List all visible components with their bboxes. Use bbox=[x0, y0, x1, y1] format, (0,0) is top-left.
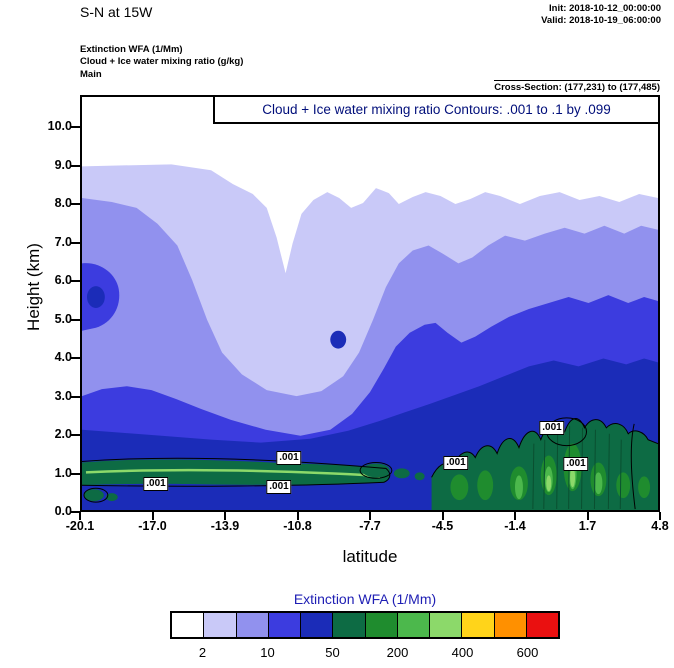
contour-label: .001 bbox=[443, 456, 469, 470]
y-tick-label: 1.0 bbox=[54, 465, 72, 480]
init-text: Init: 2018-10-12_00:00:00 bbox=[549, 3, 661, 14]
field-info-block: Extinction WFA (1/Mm) Cloud + Ice water … bbox=[80, 44, 243, 81]
contour-field bbox=[82, 97, 658, 510]
colorbar-cell bbox=[172, 613, 204, 637]
field-line-mixing-ratio: Cloud + Ice water mixing ratio (g/kg) bbox=[80, 56, 244, 68]
y-tick-label: 9.0 bbox=[54, 157, 72, 172]
field-line-domain: Main bbox=[80, 68, 102, 80]
x-axis-title: latitude bbox=[342, 547, 398, 566]
x-tick-label: -17.0 bbox=[138, 519, 167, 533]
x-tick-label: -4.5 bbox=[431, 519, 454, 533]
x-tick-label: -13.9 bbox=[210, 519, 240, 533]
colorbar-tick-label: 10 bbox=[260, 645, 275, 660]
y-tick-mark bbox=[71, 318, 80, 321]
colorbar-cell bbox=[364, 613, 397, 637]
y-tick-label: 2.0 bbox=[54, 427, 72, 441]
y-axis-title: Height (km) bbox=[24, 243, 43, 331]
x-tick-label: -1.4 bbox=[504, 519, 526, 533]
x-tick-mark bbox=[586, 512, 589, 520]
x-tick-mark bbox=[369, 512, 371, 520]
y-tick-mark bbox=[71, 434, 80, 436]
colorbar-cell bbox=[235, 613, 268, 637]
colorbar-cell bbox=[493, 613, 526, 637]
cross-section-label: Cross-Section: (177,231) to (177,485) bbox=[494, 80, 660, 93]
y-tick-mark bbox=[71, 280, 80, 282]
contour-label: .001 bbox=[266, 480, 292, 494]
x-tick-mark bbox=[514, 512, 516, 520]
colorbar-cell bbox=[267, 613, 300, 637]
contour-info-box: Cloud + Ice water mixing ratio Contours:… bbox=[213, 97, 658, 124]
x-tick-mark bbox=[296, 512, 299, 520]
colorbar-cell bbox=[332, 613, 365, 637]
colorbar-cell bbox=[429, 613, 462, 637]
x-tick-mark bbox=[151, 512, 154, 520]
init-valid-block: Init: 2018-10-12_00:00:00 Valid: 2018-10… bbox=[541, 3, 661, 27]
contour-label: .001 bbox=[563, 457, 589, 471]
y-tick-mark bbox=[71, 357, 80, 359]
y-tick-label: 5.0 bbox=[54, 311, 72, 326]
page-title: S-N at 15W bbox=[80, 4, 153, 20]
plot-area: Cloud + Ice water mixing ratio Contours:… bbox=[80, 95, 660, 512]
colorbar-tick-label: 50 bbox=[325, 645, 340, 660]
y-tick-mark bbox=[71, 203, 80, 205]
colorbar-cell bbox=[396, 613, 429, 637]
x-tick-mark bbox=[224, 512, 226, 520]
x-tick-label: -10.8 bbox=[283, 519, 312, 533]
green-cores bbox=[450, 443, 651, 501]
x-tick-mark bbox=[441, 512, 444, 520]
colorbar-cell bbox=[300, 613, 333, 637]
field-line-extinction: Extinction WFA (1/Mm) bbox=[80, 44, 183, 55]
y-tick-label: 3.0 bbox=[54, 388, 72, 403]
x-tick-label: 1.7 bbox=[578, 519, 597, 533]
contour-label: .001 bbox=[276, 451, 302, 465]
colorbar-cell bbox=[203, 613, 236, 637]
x-tick-label: -7.7 bbox=[359, 519, 381, 533]
y-tick-label: 7.0 bbox=[54, 234, 72, 249]
valid-text: Valid: 2018-10-19_06:00:00 bbox=[541, 14, 661, 26]
colorbar-tick-label: 600 bbox=[516, 645, 539, 660]
y-tick-label: 6.0 bbox=[54, 273, 72, 287]
x-tick-mark bbox=[79, 512, 81, 520]
colorbar-title: Extinction WFA (1/Mm) bbox=[293, 591, 437, 607]
x-tick-label: -20.1 bbox=[65, 519, 95, 533]
y-tick-mark bbox=[71, 395, 80, 398]
colorbar-cell bbox=[461, 613, 494, 637]
x-tick-label: 4.8 bbox=[651, 519, 669, 533]
y-tick-mark bbox=[71, 472, 80, 475]
contour-label: .001 bbox=[143, 477, 169, 491]
y-tick-mark bbox=[71, 164, 80, 167]
contour-label: .001 bbox=[539, 421, 565, 435]
colorbar-cell bbox=[525, 613, 558, 637]
colorbar-tick-label: 200 bbox=[386, 645, 409, 660]
y-tick-label: 0.0 bbox=[54, 504, 72, 518]
colorbar-tick-label: 400 bbox=[451, 645, 474, 660]
y-tick-label: 10.0 bbox=[47, 119, 72, 133]
y-tick-label: 4.0 bbox=[54, 350, 72, 364]
y-tick-mark bbox=[71, 511, 80, 513]
y-tick-mark bbox=[71, 126, 80, 128]
mixing-ratio-contour-lines bbox=[82, 417, 658, 510]
y-tick-mark bbox=[71, 241, 80, 244]
x-tick-mark bbox=[659, 512, 661, 520]
colorbar-tick-label: 2 bbox=[198, 645, 207, 660]
y-tick-label: 8.0 bbox=[54, 196, 72, 210]
colorbar bbox=[170, 611, 560, 639]
